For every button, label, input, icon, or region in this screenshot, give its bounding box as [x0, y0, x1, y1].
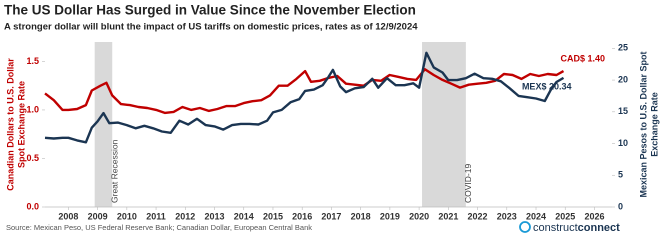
x-tick-label: 2013 [204, 211, 224, 221]
y2-tick-label: 25 [618, 43, 628, 53]
source-note: Source: Mexican Peso, US Federal Reserve… [6, 223, 312, 232]
x-tick-label: 2015 [263, 211, 283, 221]
shaded-period-label: Great Recession [109, 139, 119, 203]
shaded-period-label: COVID-19 [463, 164, 473, 203]
x-tick-label: 2008 [58, 211, 78, 221]
x-tick-label: 2022 [468, 211, 488, 221]
x-tick-label: 2025 [555, 211, 575, 221]
y2-tick-label: 20 [618, 74, 628, 84]
y2-tick-label: 5 [618, 170, 623, 180]
x-tick-label: 2011 [146, 211, 166, 221]
y2-axis-title: Mexican Pesos to U.S. Dollar Spot [638, 51, 648, 197]
x-tick-label: 2024 [526, 211, 546, 221]
logo-icon [519, 221, 531, 233]
x-tick-label: 2009 [88, 211, 108, 221]
x-tick-label: 2017 [321, 211, 341, 221]
end-label: MEX$ 20.34 [522, 81, 572, 91]
y-tick-label: 1.0 [26, 104, 39, 114]
logo-text: constructconnect [533, 222, 620, 234]
chart: The US Dollar Has Surged in Value Since … [4, 3, 659, 234]
y2-tick-label: 15 [618, 106, 628, 116]
logo: constructconnect [519, 221, 620, 234]
x-tick-label: 2016 [292, 211, 312, 221]
chart-subtitle: A stronger dollar will blunt the impact … [4, 22, 418, 33]
y2-tick-label: 0 [618, 201, 623, 211]
series-line [44, 68, 565, 115]
y-tick-label: 0.5 [26, 153, 39, 163]
logo-light: construct [533, 222, 578, 234]
y2-axis-title: Exchange Rate [649, 92, 659, 157]
series-line [44, 51, 565, 144]
shaded-period [422, 42, 466, 207]
x-tick-label: 2019 [380, 211, 400, 221]
chart-title: The US Dollar Has Surged in Value Since … [4, 3, 416, 18]
x-tick-label: 2010 [117, 211, 137, 221]
y-tick-label: 1.5 [26, 56, 39, 66]
x-tick-label: 2021 [438, 211, 458, 221]
y-tick-label: 0.0 [26, 201, 39, 211]
logo-bold: connect [578, 222, 621, 234]
x-tick-label: 2018 [351, 211, 371, 221]
x-tick-label: 2014 [234, 211, 254, 221]
x-tick-label: 2020 [409, 211, 429, 221]
y-axis-title: Canadian Dollars to U.S. Dollar [5, 58, 15, 191]
y-axis-title: Spot Exchange Rate [16, 81, 26, 168]
end-label: CAD$ 1.40 [560, 53, 605, 63]
x-tick-label: 2023 [497, 211, 517, 221]
y2-tick-label: 10 [618, 138, 628, 148]
x-tick-label: 2012 [175, 211, 195, 221]
x-tick-label: 2026 [584, 211, 604, 221]
